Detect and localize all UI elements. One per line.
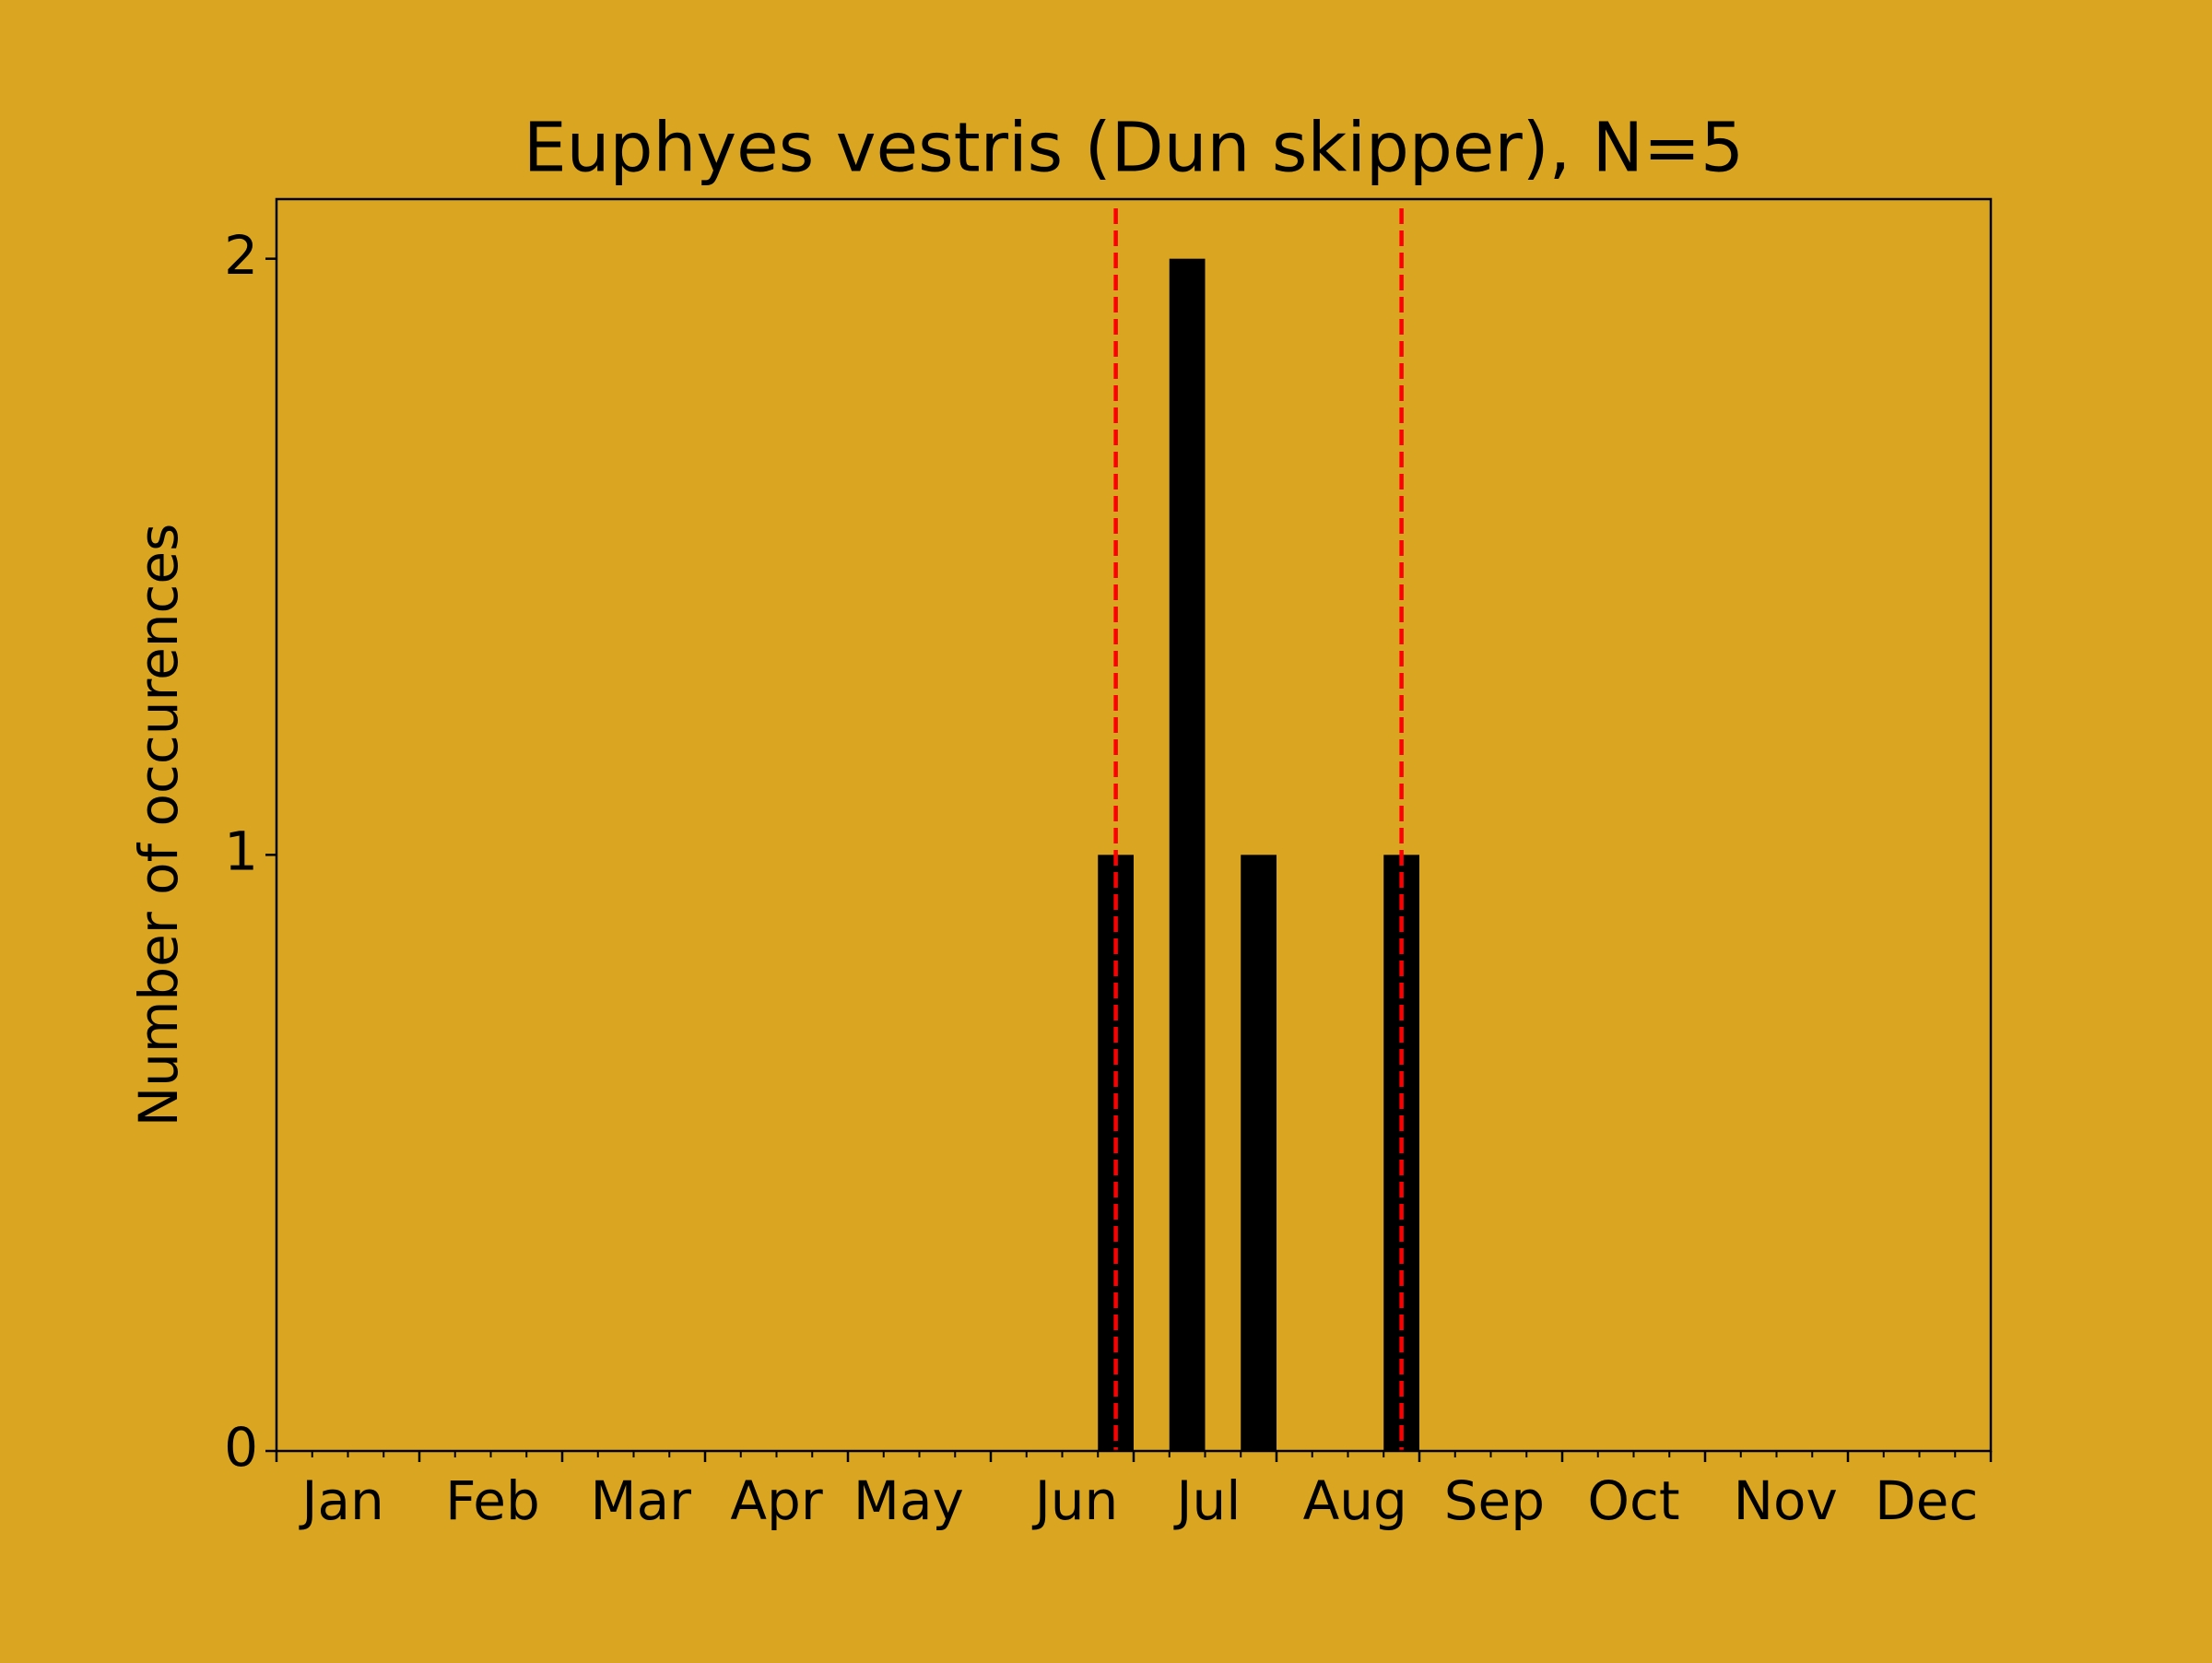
x-tick-label: Apr bbox=[730, 1469, 822, 1532]
x-tick-label: May bbox=[853, 1469, 964, 1532]
x-tick-label: Jan bbox=[299, 1469, 383, 1532]
x-tick-label: Mar bbox=[591, 1469, 692, 1532]
bar bbox=[1169, 258, 1206, 1452]
x-tick-label: Oct bbox=[1587, 1469, 1679, 1532]
x-tick-label: Aug bbox=[1303, 1469, 1407, 1532]
x-tick-label: Jul bbox=[1173, 1469, 1241, 1532]
y-tick-label: 0 bbox=[224, 1416, 258, 1479]
x-tick-label: Feb bbox=[445, 1469, 540, 1532]
x-tick-label: Nov bbox=[1734, 1469, 1838, 1532]
x-tick-label: Dec bbox=[1875, 1469, 1978, 1532]
y-tick-label: 1 bbox=[224, 820, 258, 882]
x-tick-label: Sep bbox=[1444, 1469, 1545, 1532]
y-tick-label: 2 bbox=[224, 224, 258, 287]
bar bbox=[1241, 855, 1277, 1451]
x-tick-label: Jun bbox=[1032, 1469, 1119, 1532]
chart-title: Euphyes vestris (Dun skipper), N=5 bbox=[524, 109, 1744, 188]
y-axis-label: Number of occurences bbox=[127, 524, 190, 1127]
